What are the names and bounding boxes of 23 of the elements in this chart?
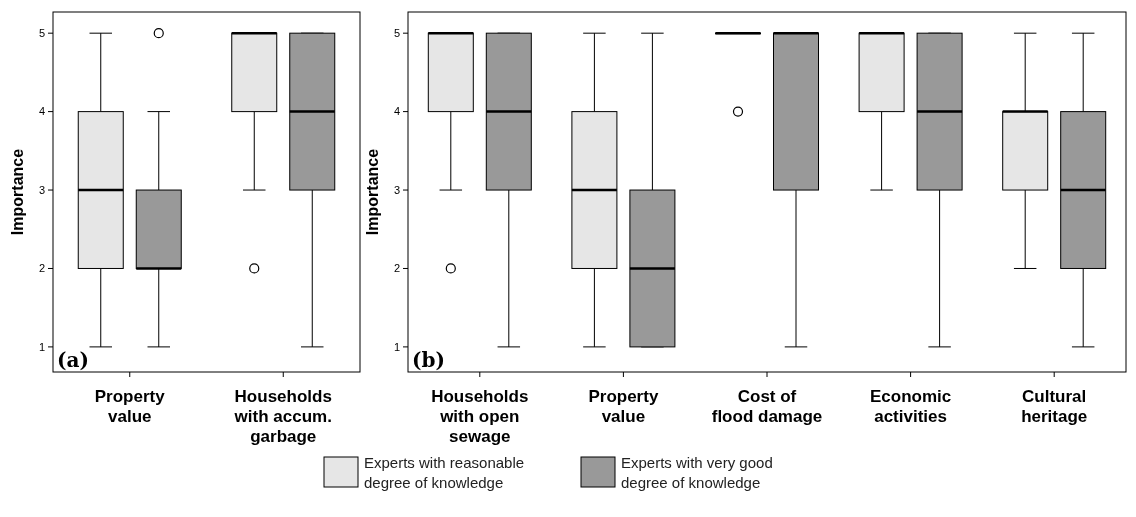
x-tick-label: Cost of flood damage	[711, 387, 823, 426]
annotation: (b)	[412, 348, 445, 372]
y-tick-label: 1	[38, 340, 45, 353]
y-tick-label: 5	[38, 27, 45, 40]
x-tick-label: Households with accum. garbage	[233, 387, 332, 446]
y-tick-label: 3	[393, 183, 400, 196]
y-tick-label: 4	[38, 105, 45, 118]
annotation: (a)	[57, 348, 89, 372]
y-tick-label: 2	[38, 262, 45, 275]
x-tick-label: Economic activities	[869, 387, 952, 426]
legend-label: Experts with reasonable degree of knowledge	[364, 454, 525, 491]
y-axis-title: Importance	[9, 148, 26, 236]
y-tick-label: 4	[393, 105, 400, 118]
y-tick-label: 3	[38, 183, 45, 196]
x-tick-label: Property value	[588, 387, 659, 426]
y-tick-label: 1	[393, 340, 400, 353]
x-tick-label: Households with open sewage	[431, 387, 529, 446]
x-tick-label: Property value	[94, 387, 166, 426]
y-axis-title: Importance	[364, 148, 381, 236]
y-tick-label: 5	[393, 27, 400, 40]
legend-label: Experts with very good degree of knowledge	[621, 454, 773, 491]
y-tick-label: 2	[393, 262, 400, 275]
x-tick-label: Cultural heritage	[1021, 387, 1088, 426]
